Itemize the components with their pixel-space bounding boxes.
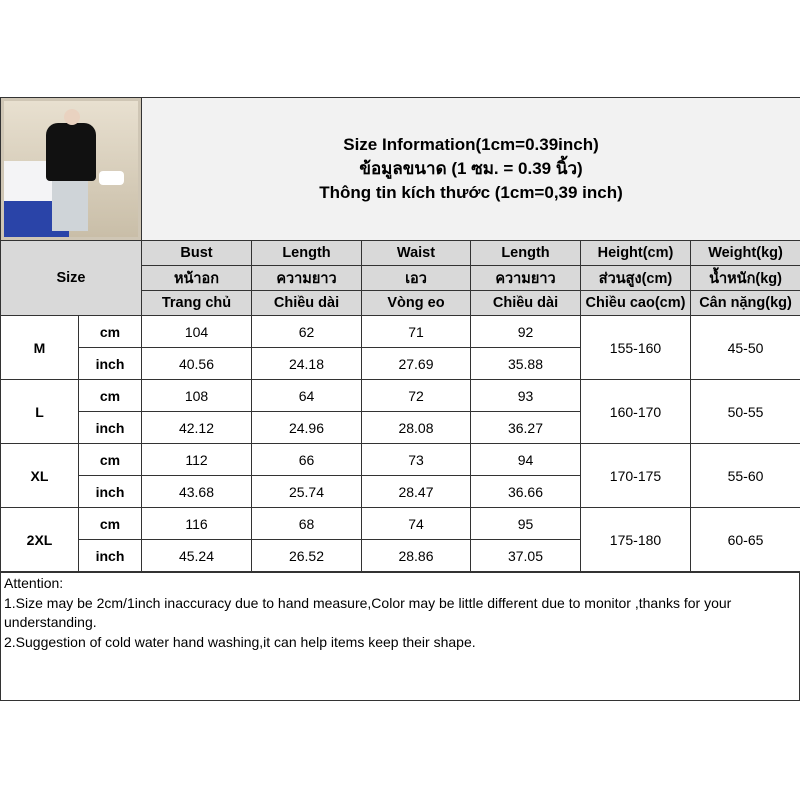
table-row: inch 43.68 25.74 28.47 36.66 [1,475,800,508]
weight-cell: 60-65 [689,507,800,572]
column-header: Weight(kg) [689,240,800,266]
header-row: Size Bust Length Waist Length Height(cm) Weigh… [0,240,800,316]
table-row: inch 40.56 24.18 27.69 35.88 [1,347,800,380]
weight-cell: 50-55 [689,379,800,444]
height-cell: 170-175 [580,443,691,508]
height-cell: 155-160 [580,315,691,380]
measure-cell: 37.05 [470,539,581,572]
attention-title: Attention: [4,575,64,591]
measure-cell: 36.27 [470,411,581,444]
measure-cell: 25.74 [251,475,362,508]
title-th: ข้อมูลขนาด (1 ซม. = 0.39 นิ้ว) [359,159,583,178]
measure-cell: 43.68 [141,475,252,508]
column-header: ความยาว [251,265,362,291]
measure-cell: 27.69 [361,347,471,380]
measure-cell: 112 [141,443,252,476]
product-photo [0,97,142,241]
measure-cell: 40.56 [141,347,252,380]
measure-cell: 93 [470,379,581,412]
column-header: หน้าอก [141,265,252,291]
measure-cell: 36.66 [470,475,581,508]
table-row: 2XL cm 116 68 74 95 175-180 60-65 [0,507,800,572]
measure-cell: 108 [141,379,252,412]
measure-cell: 68 [251,507,362,540]
column-header: Chiều dài [251,290,362,316]
measure-cell: 72 [361,379,471,412]
size-cell: 2XL [0,507,79,572]
size-cell: L [0,379,79,444]
weight-cell: 55-60 [689,443,800,508]
attention-note-2: 2.Suggestion of cold water hand washing,… [4,633,476,650]
column-header: ส่วนสูง(cm) [580,265,691,291]
measure-cell: 95 [470,507,581,540]
measure-cell: 71 [361,315,471,348]
unit-cell: cm [78,507,142,540]
table-row: inch 45.24 26.52 28.86 37.05 [1,539,800,572]
unit-cell: inch [78,475,142,508]
table-row: inch 42.12 24.96 28.08 36.27 [1,411,800,444]
unit-cell: inch [78,347,142,380]
attention-note-1: 1.Size may be 2cm/1inch inaccuracy due t… [4,594,732,631]
unit-cell: cm [78,379,142,412]
size-cell: M [0,315,79,380]
measure-cell: 28.86 [361,539,471,572]
measure-cell: 28.08 [361,411,471,444]
measure-cell: 73 [361,443,471,476]
title-vi: Thông tin kích thước (1cm=0,39 inch) [319,183,623,202]
size-header: Size [0,240,142,316]
measure-cell: 92 [470,315,581,348]
height-cell: 160-170 [580,379,691,444]
title-cell: Size Information(1cm=0.39inch) ข้อมูลขนา… [140,97,800,241]
measure-cell: 104 [141,315,252,348]
measure-cell: 28.47 [361,475,471,508]
column-header: Trang chủ [141,290,252,316]
column-header: น้ำหนัก(kg) [689,265,800,291]
weight-cell: 45-50 [689,315,800,380]
measure-cell: 116 [141,507,252,540]
column-header: Waist [361,240,471,266]
title-en: Size Information(1cm=0.39inch) [343,135,599,154]
column-header: Cân nặng(kg) [689,290,800,316]
unit-cell: inch [78,539,142,572]
measure-cell: 26.52 [251,539,362,572]
column-header: Vòng eo [361,290,471,316]
column-header: Length [251,240,362,266]
size-chart: Size Information(1cm=0.39inch) ข้อมูลขนา… [0,97,800,572]
unit-cell: cm [78,315,142,348]
unit-cell: cm [78,443,142,476]
measure-cell: 74 [361,507,471,540]
measure-cell: 24.18 [251,347,362,380]
header-row: หน้าอก ความยาว เอว ความยาว ส่วนสูง(cm) น้ำหนั… [1,265,800,291]
unit-cell: inch [78,411,142,444]
height-cell: 175-180 [580,507,691,572]
attention-notes: Attention: 1.Size may be 2cm/1inch inacc… [0,572,800,701]
measure-cell: 64 [251,379,362,412]
size-cell: XL [0,443,79,508]
column-header: Height(cm) [580,240,691,266]
column-header: Chiều dài [470,290,581,316]
measure-cell: 62 [251,315,362,348]
measure-cell: 35.88 [470,347,581,380]
measure-cell: 66 [251,443,362,476]
measure-cell: 45.24 [141,539,252,572]
column-header: ความยาว [470,265,581,291]
table-row: XL cm 112 66 73 94 170-175 55-60 [0,443,800,508]
column-header: เอว [361,265,471,291]
measure-cell: 24.96 [251,411,362,444]
column-header: Length [470,240,581,266]
measure-cell: 94 [470,443,581,476]
header-row: Trang chủ Chiều dài Vòng eo Chiều dài Chiều … [1,290,800,316]
measure-cell: 42.12 [141,411,252,444]
column-header: Chiều cao(cm) [580,290,691,316]
column-header: Bust [141,240,252,266]
